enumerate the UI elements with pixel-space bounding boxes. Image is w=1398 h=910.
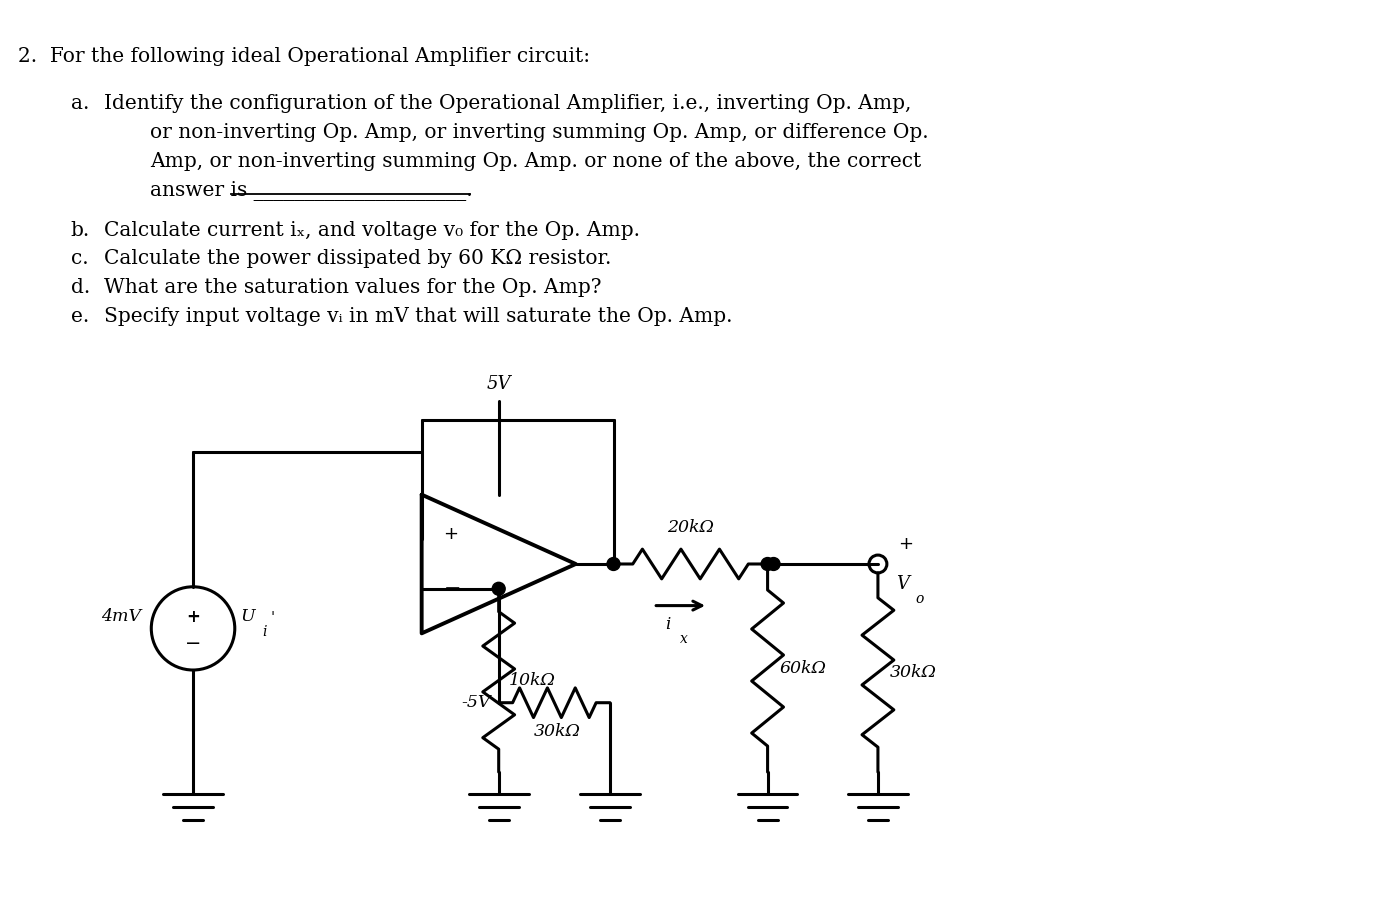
Text: or non-inverting Op. Amp, or inverting summing Op. Amp, or difference Op.: or non-inverting Op. Amp, or inverting s… — [150, 123, 928, 142]
Circle shape — [761, 558, 774, 571]
Text: Amp, or non-inverting summing Op. Amp. or none of the above, the correct: Amp, or non-inverting summing Op. Amp. o… — [150, 152, 921, 171]
Text: 20kΩ: 20kΩ — [667, 520, 714, 536]
Text: Specify input voltage vᵢ in mV that will saturate the Op. Amp.: Specify input voltage vᵢ in mV that will… — [105, 308, 733, 326]
Text: −: − — [443, 579, 461, 599]
Text: −: − — [185, 633, 201, 652]
Circle shape — [492, 582, 505, 595]
Text: x: x — [679, 632, 688, 646]
Text: a.: a. — [71, 95, 89, 114]
Text: 60kΩ: 60kΩ — [780, 660, 826, 676]
Text: 2.  For the following ideal Operational Amplifier circuit:: 2. For the following ideal Operational A… — [18, 47, 590, 66]
Text: +: + — [443, 525, 459, 543]
Text: V: V — [896, 575, 909, 592]
Text: answer is _____________________.: answer is _____________________. — [150, 181, 473, 201]
Text: 10kΩ: 10kΩ — [509, 672, 555, 689]
Text: i: i — [665, 615, 671, 632]
Text: ': ' — [271, 612, 274, 625]
Text: i: i — [263, 625, 267, 640]
Text: Identify the configuration of the Operational Amplifier, i.e., inverting Op. Amp: Identify the configuration of the Operat… — [105, 95, 911, 114]
Circle shape — [768, 558, 780, 571]
Circle shape — [607, 558, 619, 571]
Text: Calculate current iₓ, and voltage v₀ for the Op. Amp.: Calculate current iₓ, and voltage v₀ for… — [105, 220, 640, 239]
Text: c.: c. — [71, 249, 88, 268]
Text: +: + — [186, 608, 200, 625]
Text: d.: d. — [71, 278, 89, 298]
Text: 30kΩ: 30kΩ — [534, 723, 580, 740]
Text: b.: b. — [71, 220, 89, 239]
Text: -5V: -5V — [461, 694, 491, 712]
Text: U: U — [240, 608, 256, 625]
Text: Calculate the power dissipated by 60 KΩ resistor.: Calculate the power dissipated by 60 KΩ … — [105, 249, 611, 268]
Text: e.: e. — [71, 308, 89, 326]
Text: +: + — [898, 535, 913, 553]
Text: What are the saturation values for the Op. Amp?: What are the saturation values for the O… — [105, 278, 601, 298]
Text: 4mV: 4mV — [101, 608, 141, 625]
Text: 30kΩ: 30kΩ — [891, 664, 937, 681]
Text: 5V: 5V — [487, 375, 510, 392]
Text: o: o — [916, 592, 924, 606]
